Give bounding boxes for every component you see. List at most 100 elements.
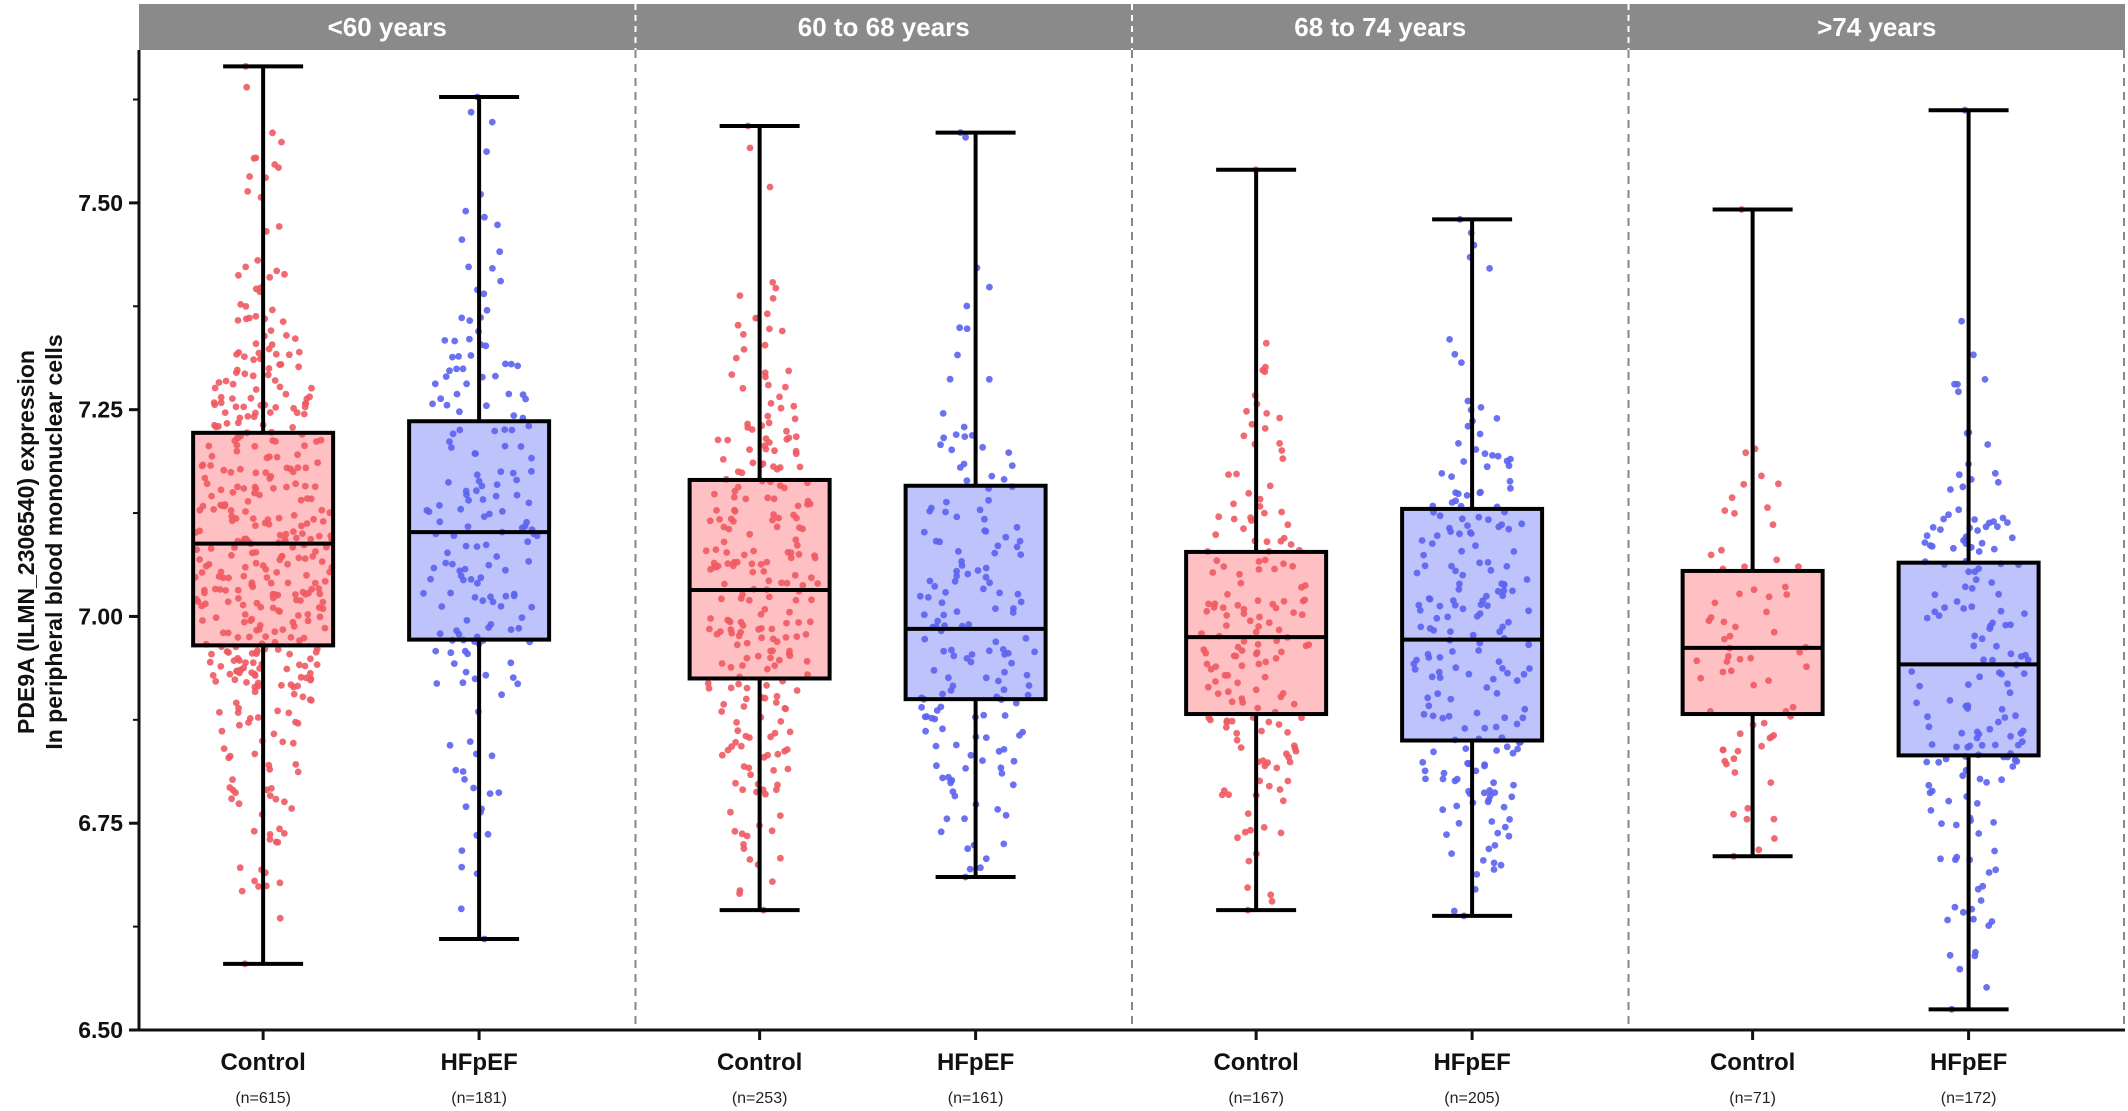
- data-point: [762, 445, 770, 453]
- data-point: [501, 426, 509, 433]
- data-point: [269, 604, 277, 612]
- data-point: [1990, 819, 1997, 826]
- data-point: [711, 490, 718, 498]
- data-point: [2001, 714, 2009, 721]
- data-point: [210, 399, 218, 407]
- data-point: [1789, 703, 1797, 711]
- data-point: [1449, 648, 1456, 655]
- data-point: [787, 549, 795, 557]
- group-n-label: (n=71): [1729, 1090, 1776, 1107]
- data-point: [232, 403, 240, 411]
- data-point: [1008, 659, 1015, 667]
- data-point: [449, 353, 456, 361]
- data-point: [769, 647, 776, 655]
- data-point: [1986, 622, 1994, 630]
- data-point: [499, 508, 506, 515]
- y-tick-label: 6.50: [78, 1017, 123, 1043]
- data-point: [1721, 635, 1728, 643]
- data-point: [1500, 803, 1508, 811]
- data-point: [311, 579, 319, 587]
- data-point: [755, 625, 762, 633]
- data-point: [918, 703, 925, 711]
- data-point: [248, 650, 256, 657]
- data-point: [1499, 665, 1506, 672]
- data-point: [762, 790, 769, 798]
- data-point: [1974, 885, 1982, 893]
- data-point: [266, 409, 274, 416]
- data-point: [964, 845, 972, 853]
- data-point: [1228, 698, 1236, 706]
- data-point: [814, 580, 822, 587]
- data-point: [1952, 821, 1960, 829]
- data-point: [1446, 336, 1453, 343]
- data-point: [1416, 607, 1424, 614]
- data-point: [995, 677, 1002, 685]
- data-point: [265, 365, 273, 372]
- data-point: [319, 598, 327, 606]
- data-point: [1256, 613, 1263, 621]
- data-point: [1946, 697, 1954, 704]
- data-point: [1438, 470, 1446, 477]
- data-point: [235, 271, 242, 279]
- data-point: [961, 433, 969, 440]
- data-point: [731, 507, 739, 515]
- data-point: [783, 579, 791, 587]
- data-point: [1736, 730, 1744, 738]
- data-point: [269, 437, 277, 444]
- data-point: [1202, 649, 1210, 657]
- data-point: [311, 483, 319, 491]
- data-point: [315, 532, 323, 540]
- data-point: [1765, 593, 1773, 601]
- data-point: [1719, 746, 1727, 754]
- data-point: [1506, 477, 1514, 485]
- data-point: [1418, 537, 1426, 544]
- data-point: [1451, 777, 1459, 785]
- data-point: [265, 520, 273, 528]
- data-point: [1466, 529, 1474, 536]
- data-point: [720, 538, 728, 546]
- data-point: [979, 443, 986, 451]
- data-point: [792, 536, 800, 544]
- data-point: [497, 468, 505, 476]
- data-point: [1483, 592, 1490, 600]
- data-point: [1017, 551, 1025, 558]
- data-point: [301, 442, 308, 450]
- data-point: [296, 637, 303, 644]
- data-point: [1237, 744, 1245, 751]
- y-tick-label: 7.25: [78, 397, 123, 423]
- data-point: [1278, 648, 1285, 656]
- data-point: [1965, 568, 1973, 576]
- data-point: [277, 361, 285, 368]
- data-point: [294, 451, 301, 459]
- data-point: [321, 577, 329, 585]
- data-point: [1965, 681, 1972, 688]
- data-point: [966, 865, 974, 873]
- data-point: [198, 569, 206, 576]
- data-point: [251, 670, 258, 678]
- data-point: [292, 591, 299, 598]
- data-point: [963, 325, 971, 333]
- data-point: [1983, 984, 1990, 991]
- data-point: [528, 467, 535, 475]
- data-point: [754, 652, 762, 660]
- data-point: [1732, 623, 1739, 631]
- data-point: [1490, 866, 1498, 873]
- data-point: [994, 542, 1002, 550]
- data-point: [1458, 515, 1466, 523]
- data-point: [1415, 601, 1423, 609]
- data-point: [707, 615, 714, 622]
- data-point: [294, 768, 302, 776]
- data-point: [234, 317, 242, 324]
- data-point: [1978, 741, 1986, 749]
- data-point: [1491, 842, 1499, 849]
- data-point: [1240, 525, 1247, 533]
- data-point: [299, 693, 307, 701]
- data-point: [1286, 758, 1294, 766]
- data-point: [465, 263, 472, 271]
- data-point: [1693, 657, 1701, 665]
- data-point: [509, 674, 517, 681]
- data-point: [1464, 397, 1472, 405]
- data-point: [525, 558, 533, 565]
- data-point: [742, 495, 750, 503]
- data-point: [1240, 638, 1248, 645]
